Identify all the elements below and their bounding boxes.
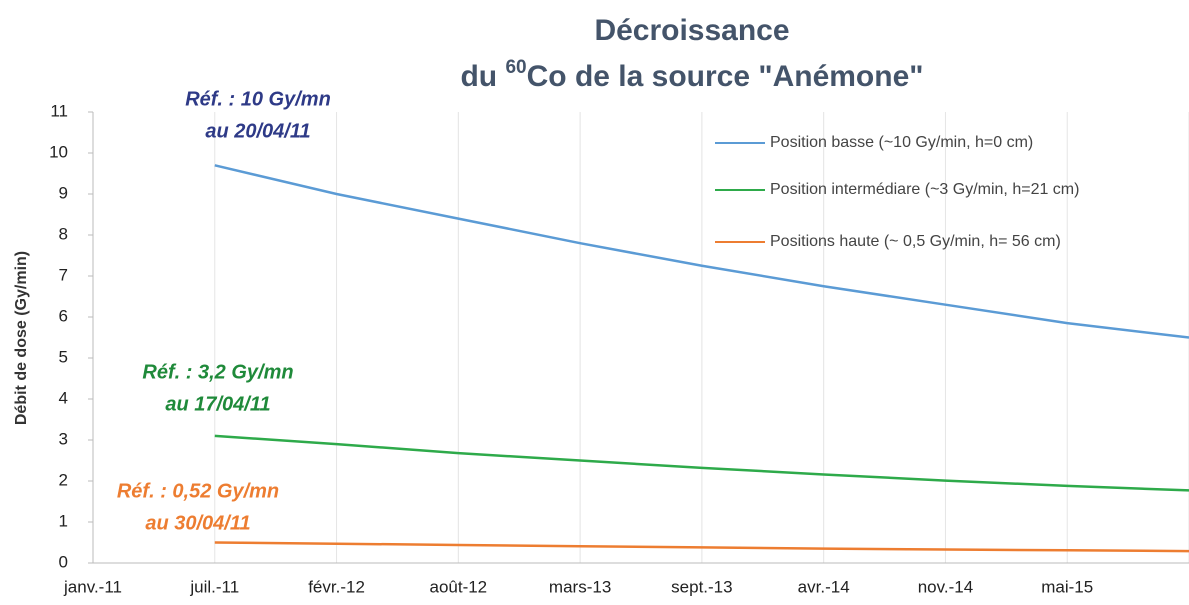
title-part: Co de la source "Anémone"	[527, 60, 924, 93]
y-tick-label: 5	[59, 347, 68, 366]
series-line	[214, 541, 1189, 553]
y-tick-label: 1	[59, 511, 68, 530]
legend-label: Position intermédiare (~3 Gy/min, h=21 c…	[770, 181, 1079, 198]
y-tick-label: 11	[50, 101, 68, 120]
x-tick-label: nov.-14	[918, 577, 973, 596]
y-tick-label: 8	[59, 224, 68, 243]
y-tick-label: 3	[59, 429, 68, 448]
annotation: Réf. : 3,2 Gy/mn	[142, 361, 293, 383]
series-line	[214, 164, 1189, 339]
x-tick-label: sept.-13	[671, 577, 732, 596]
y-axis-label: Débit de dose (Gy/min)	[13, 251, 30, 425]
y-tick-label: 10	[49, 142, 68, 161]
y-tick-label: 4	[59, 388, 68, 407]
x-tick-label: avr.-14	[798, 577, 850, 596]
annotation: au 20/04/11	[205, 120, 310, 142]
x-tick-label: mai-15	[1041, 577, 1093, 596]
annotation: au 30/04/11	[145, 512, 250, 534]
title-superscript: 60	[505, 57, 526, 78]
chart-title: du 60Co de la source "Anémone"	[460, 57, 923, 93]
x-tick-label: juil.-11	[189, 577, 239, 596]
series-line	[214, 434, 1189, 492]
y-tick-label: 9	[59, 183, 68, 202]
y-tick-label: 7	[59, 265, 68, 284]
x-tick-label: mars-13	[549, 577, 611, 596]
y-tick-label: 0	[59, 552, 68, 571]
x-tick-label: févr.-12	[308, 577, 365, 596]
y-tick-label: 6	[59, 306, 68, 325]
x-tick-label: août-12	[429, 577, 487, 596]
chart-title: Décroissance	[594, 14, 789, 47]
legend-label: Positions haute (~ 0,5 Gy/min, h= 56 cm)	[770, 233, 1061, 250]
y-tick-label: 2	[59, 470, 68, 489]
annotation: Réf. : 10 Gy/mn	[185, 88, 331, 110]
annotation: au 17/04/11	[165, 393, 270, 415]
legend-label: Position basse (~10 Gy/min, h=0 cm)	[770, 134, 1033, 151]
x-tick-label: janv.-11	[63, 577, 122, 596]
title-part: du	[460, 60, 505, 93]
annotation: Réf. : 0,52 Gy/mn	[117, 480, 279, 502]
